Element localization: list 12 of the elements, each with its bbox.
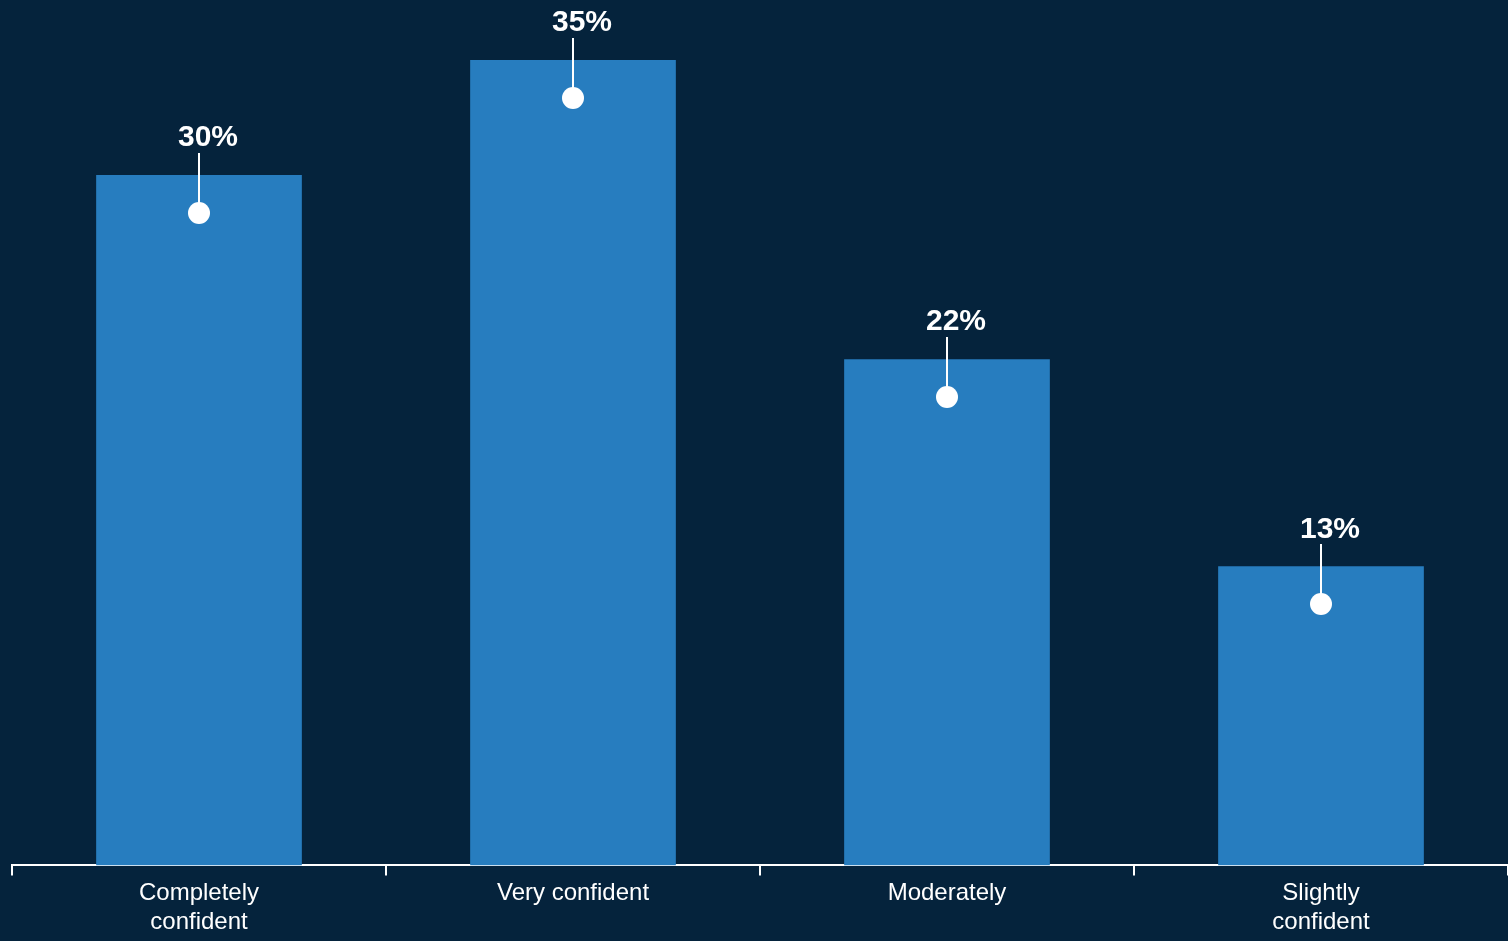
- bar: [470, 60, 676, 866]
- x-tick-label: Slightly confident: [1272, 878, 1371, 935]
- data-label: 13%: [1299, 510, 1361, 544]
- x-tick-label: Completely confident: [138, 878, 260, 935]
- data-label: 35%: [551, 4, 613, 38]
- bar: [1218, 566, 1424, 866]
- x-tick-label: Moderately: [887, 878, 1007, 906]
- data-label: 22%: [925, 303, 987, 337]
- bar: [96, 175, 302, 866]
- x-tick-label: Very confident: [496, 878, 650, 906]
- data-label: 30%: [177, 119, 239, 153]
- bar: [844, 359, 1050, 866]
